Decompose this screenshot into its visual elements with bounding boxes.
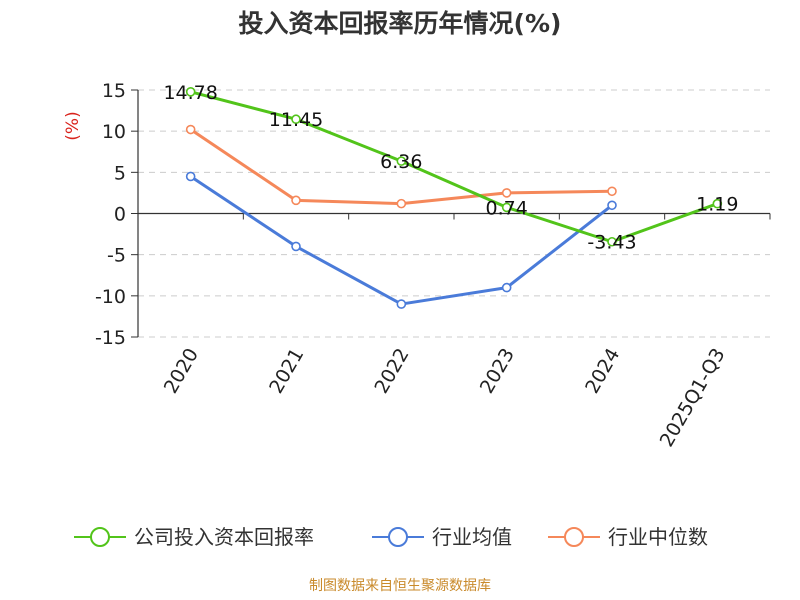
data-label: 0.74 — [486, 197, 528, 219]
data-point — [607, 186, 617, 197]
x-tick-label: 2022 — [370, 345, 413, 398]
x-tick-label: 2021 — [265, 345, 308, 398]
data-label: 11.45 — [269, 109, 323, 131]
data-label: -3.43 — [587, 232, 636, 254]
y-tick-label: -5 — [107, 245, 126, 267]
series-line — [190, 90, 718, 244]
y-tick-label: 10 — [102, 121, 126, 143]
legend-label[interactable]: 行业均值 — [432, 525, 512, 549]
legend-label[interactable]: 行业中位数 — [608, 525, 708, 549]
axes: 15 10 5 0 -5 -10 -15 2020 2021 2022 2023 2024 2025Q1… — [95, 80, 771, 451]
legend-swatch-marker — [388, 527, 408, 547]
y-tick-label: 15 — [102, 80, 126, 102]
series — [185, 87, 723, 309]
data-point — [291, 241, 301, 252]
data-point — [185, 171, 196, 182]
data-point — [291, 114, 301, 125]
legend-swatch-marker — [90, 527, 110, 547]
data-point — [712, 198, 723, 209]
y-axis-label: (%) — [63, 111, 83, 140]
data-label: 1.19 — [696, 194, 738, 216]
legend: 公司投入资本回报率 行业均值 行业中位数 — [74, 525, 708, 549]
data-point — [185, 87, 196, 97]
chart-title: 投入资本回报率历年情况(%) — [239, 9, 562, 38]
data-point — [501, 188, 512, 198]
y-tick-label: 0 — [114, 204, 126, 226]
data-labels: 14.78 11.45 6.36 0.74 -3.43 1.19 — [163, 82, 738, 254]
legend-swatch-marker — [564, 527, 584, 547]
data-point — [396, 156, 407, 166]
data-point — [396, 198, 407, 209]
x-tick-label: 2024 — [581, 345, 624, 398]
data-point — [291, 195, 301, 206]
data-point — [396, 299, 407, 309]
x-tick-label: 2025Q1-Q3 — [656, 345, 730, 451]
x-tick-label: 2020 — [160, 345, 203, 398]
data-point — [501, 282, 512, 293]
x-tick-label: 2023 — [476, 345, 519, 398]
data-point — [607, 236, 617, 247]
legend-label[interactable]: 公司投入资本回报率 — [134, 525, 314, 549]
data-label: 6.36 — [380, 151, 422, 173]
y-tick-label: 5 — [114, 162, 126, 184]
source-note: 制图数据来自恒生聚源数据库 — [309, 578, 491, 594]
y-tick-label: -10 — [95, 286, 126, 308]
data-point — [185, 124, 196, 135]
series-line — [189, 175, 613, 306]
data-point — [501, 202, 512, 213]
data-point — [607, 200, 617, 211]
data-label: 14.78 — [163, 82, 217, 104]
y-tick-label: -15 — [95, 327, 126, 349]
